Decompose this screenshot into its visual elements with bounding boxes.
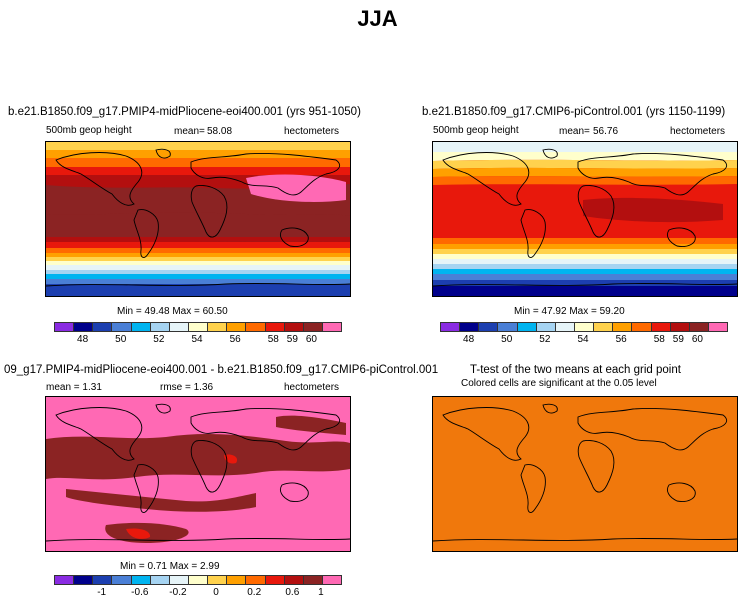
- colorbar-swatch: [284, 576, 304, 584]
- colorbar-tick-label: -0.2: [169, 587, 187, 598]
- colorbar-swatch: [265, 323, 285, 331]
- panel2-variable: 500mb geop height: [433, 125, 519, 136]
- panel4-subtitle: Colored cells are significant at the 0.0…: [461, 378, 657, 389]
- colorbar-swatch: [112, 576, 132, 584]
- panel3-title: 09_g17.PMIP4-midPliocene-eoi400.001 - b.…: [4, 364, 439, 376]
- colorbar-swatch: [55, 576, 75, 584]
- panel3-minmax: Min = 0.71 Max = 2.99: [120, 561, 220, 572]
- colorbar-swatch: [322, 576, 342, 584]
- colorbar-swatch: [150, 576, 170, 584]
- colorbar-tick-label: 54: [577, 334, 589, 345]
- colorbar-tick-label: 58: [267, 334, 279, 345]
- colorbar-swatch: [169, 576, 189, 584]
- colorbar-swatch: [265, 576, 285, 584]
- colorbar-tick-label: 58: [653, 334, 665, 345]
- colorbar-swatch: [74, 323, 94, 331]
- colorbar-swatch: [303, 323, 323, 331]
- colorbar-tick-label: 56: [229, 334, 241, 345]
- colorbar-swatch: [131, 576, 151, 584]
- panel2-minmax: Min = 47.92 Max = 59.20: [514, 306, 625, 317]
- colorbar-swatch: [208, 576, 228, 584]
- panel3-map: [45, 396, 351, 552]
- colorbar-swatch: [93, 576, 113, 584]
- colorbar-tick-label: 52: [539, 334, 551, 345]
- colorbar-tick-label: 48: [77, 334, 89, 345]
- panel1-mean-value: 58.08: [207, 126, 233, 137]
- colorbar-swatch: [74, 576, 94, 584]
- colorbar-swatch: [93, 323, 113, 331]
- colorbar-swatch: [188, 323, 209, 331]
- panel3-units: hectometers: [284, 382, 340, 393]
- colorbar-swatch: [613, 323, 633, 331]
- panel2-map: [432, 141, 738, 297]
- colorbar-swatch: [303, 576, 323, 584]
- colorbar-swatch: [112, 323, 132, 331]
- colorbar-swatch: [498, 323, 518, 331]
- colorbar-tick-label: 0.6: [285, 587, 300, 598]
- colorbar-tick-label: 54: [191, 334, 203, 345]
- panel2-colorbar: [440, 322, 728, 332]
- colorbar-swatch: [227, 576, 247, 584]
- figure-title: JJA: [357, 6, 398, 31]
- panel3-mean: mean = 1.31: [46, 382, 102, 393]
- colorbar-swatch: [536, 323, 556, 331]
- panel3-rmse: rmse = 1.36: [160, 382, 214, 393]
- colorbar-swatch: [689, 323, 709, 331]
- colorbar-swatch: [227, 323, 247, 331]
- panel2-units: hectometers: [670, 126, 726, 137]
- colorbar-tick-label: 48: [463, 334, 475, 345]
- panel3-colorbar: [54, 575, 342, 585]
- panel2-mean-value: 56.76: [593, 126, 619, 137]
- colorbar-tick-label: -1: [97, 587, 107, 598]
- colorbar-swatch: [670, 323, 690, 331]
- colorbar-tick-label: 52: [153, 334, 165, 345]
- colorbar-swatch: [517, 323, 537, 331]
- colorbar-swatch: [441, 323, 461, 331]
- colorbar-swatch: [555, 323, 575, 331]
- panel4-map: [432, 396, 738, 552]
- panel2-mean-label: mean=: [559, 126, 590, 137]
- colorbar-swatch: [55, 323, 75, 331]
- panel1-colorbar: [54, 322, 342, 332]
- panel1-units: hectometers: [284, 126, 340, 137]
- colorbar-tick-label: 60: [305, 334, 317, 345]
- colorbar-tick-label: 0: [213, 587, 219, 598]
- colorbar-swatch: [208, 323, 228, 331]
- colorbar-swatch: [169, 323, 189, 331]
- ttest-fill: [433, 397, 737, 551]
- colorbar-swatch: [708, 323, 728, 331]
- colorbar-swatch: [322, 323, 342, 331]
- colorbar-tick-label: 59: [672, 334, 684, 345]
- colorbar-tick-label: 1: [318, 587, 324, 598]
- colorbar-tick-label: -0.6: [131, 587, 149, 598]
- panel4-title: T-test of the two means at each grid poi…: [470, 364, 681, 376]
- panel1-map: [45, 141, 351, 297]
- colorbar-swatch: [246, 323, 266, 331]
- colorbar-swatch: [246, 576, 266, 584]
- colorbar-swatch: [150, 323, 170, 331]
- colorbar-swatch: [131, 323, 151, 331]
- colorbar-swatch: [460, 323, 480, 331]
- colorbar-swatch: [479, 323, 499, 331]
- panel1-variable: 500mb geop height: [46, 125, 132, 136]
- panel1-mean-label: mean=: [174, 126, 205, 137]
- colorbar-swatch: [284, 323, 304, 331]
- colorbar-swatch: [188, 576, 209, 584]
- panel1-title: b.e21.B1850.f09_g17.PMIP4-midPliocene-eo…: [8, 106, 361, 118]
- colorbar-tick-label: 56: [615, 334, 627, 345]
- panel1-minmax: Min = 49.48 Max = 60.50: [117, 306, 228, 317]
- colorbar-tick-label: 50: [501, 334, 513, 345]
- colorbar-swatch: [632, 323, 652, 331]
- colorbar-tick-label: 60: [691, 334, 703, 345]
- colorbar-swatch: [574, 323, 595, 331]
- colorbar-tick-label: 0.2: [247, 587, 262, 598]
- colorbar-tick-label: 59: [286, 334, 298, 345]
- colorbar-swatch: [594, 323, 614, 331]
- colorbar-swatch: [651, 323, 671, 331]
- panel2-title: b.e21.B1850.f09_g17.CMIP6-piControl.001 …: [422, 106, 726, 118]
- colorbar-tick-label: 50: [115, 334, 127, 345]
